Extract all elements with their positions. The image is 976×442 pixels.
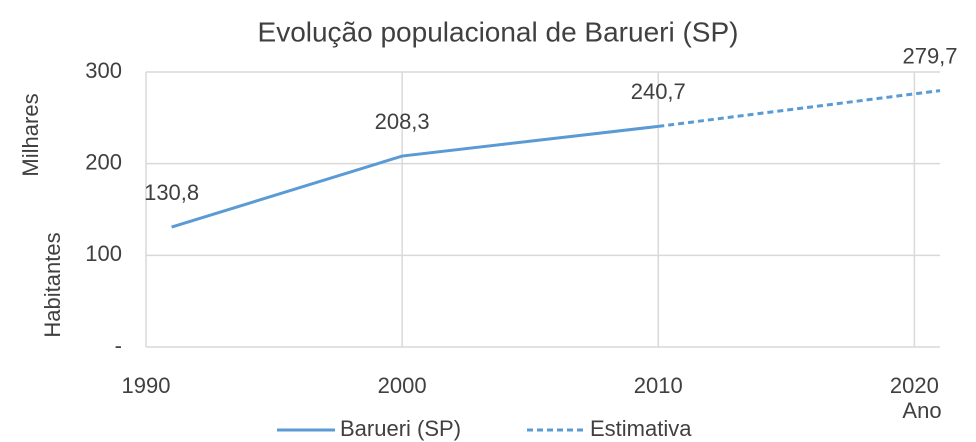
- y-tick-label: 200: [85, 149, 122, 174]
- line: [171, 124, 659, 229]
- y-tick-label: 300: [85, 58, 122, 83]
- y-axis-label: Habitantes: [40, 232, 65, 337]
- y-tick-label: -: [115, 333, 122, 358]
- x-tick-label: 2020: [890, 373, 939, 398]
- x-axis-label: Ano: [902, 398, 941, 423]
- x-tick-label: 2000: [378, 373, 427, 398]
- data-label: 130,8: [144, 180, 199, 205]
- data-label: 240,7: [631, 79, 686, 104]
- x-tick-label: 1990: [122, 373, 171, 398]
- data-label: 208,3: [375, 109, 430, 134]
- chart-title: Evolução populacional de Barueri (SP): [258, 16, 739, 47]
- y-tick-label: 100: [85, 241, 122, 266]
- data-label: 279,7: [902, 43, 957, 68]
- legend-label: Estimativa: [590, 416, 692, 441]
- x-tick-label: 2010: [634, 373, 683, 398]
- line: [658, 89, 941, 128]
- y-axis-label: Milhares: [18, 93, 43, 176]
- legend-label: Barueri (SP): [340, 416, 461, 441]
